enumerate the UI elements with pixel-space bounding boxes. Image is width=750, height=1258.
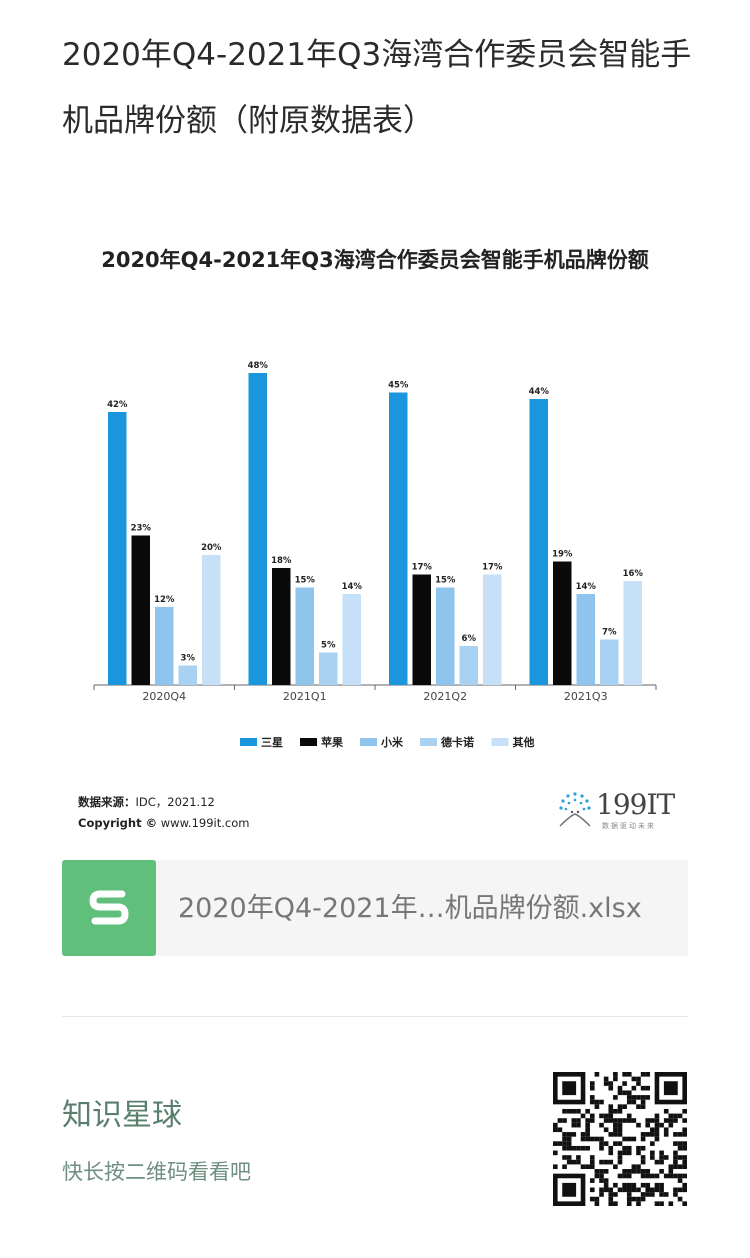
page-title: 2020年Q4-2021年Q3海湾合作委员会智能手机品牌份额（附原数据表） (62, 37, 692, 139)
x-tick-label: 2021Q1 (283, 690, 327, 703)
footer-title: 知识星球 (62, 1098, 182, 1133)
data-label: 48% (248, 361, 269, 371)
bar-德卡诺 (178, 665, 197, 685)
bar-小米 (436, 587, 455, 685)
legend-label-小米: 小米 (380, 735, 404, 749)
copyright-value: www.199it.com (160, 816, 250, 830)
data-label: 6% (462, 634, 477, 644)
brand-logo: 199IT 数据驱动未来 (552, 786, 692, 836)
bar-三星 (248, 373, 267, 685)
data-label: 20% (201, 543, 222, 553)
bar-其他 (202, 555, 221, 685)
brand-subtitle: 数据驱动未来 (602, 822, 656, 830)
divider (62, 1016, 688, 1017)
x-tick-label: 2021Q3 (564, 690, 608, 703)
copyright-label: Copyright © (78, 816, 158, 830)
bar-三星 (389, 392, 408, 685)
data-label: 15% (435, 576, 456, 586)
bar-chart: 2020Q442%23%12%3%20%2021Q148%18%15%5%14%… (93, 361, 657, 749)
data-label: 42% (107, 400, 128, 410)
data-label: 5% (321, 641, 336, 651)
legend-swatch-其他 (491, 738, 509, 746)
data-label: 3% (181, 654, 196, 664)
data-label: 45% (388, 381, 409, 391)
qr-code-icon[interactable] (553, 1072, 687, 1206)
bar-其他 (342, 594, 361, 685)
legend-swatch-苹果 (300, 738, 317, 746)
data-label: 19% (552, 550, 573, 560)
brand-name: 199IT (596, 788, 675, 821)
bar-苹果 (131, 535, 150, 685)
data-label: 17% (482, 563, 503, 573)
chart-title: 2020年Q4-2021年Q3海湾合作委员会智能手机品牌份额 (101, 248, 649, 272)
spreadsheet-s-icon (62, 860, 156, 956)
bar-三星 (108, 412, 127, 685)
bar-苹果 (553, 561, 572, 685)
file-name: 2020年Q4-2021年…机品牌份额.xlsx (178, 893, 642, 924)
bar-德卡诺 (459, 646, 478, 685)
legend-label-其他: 其他 (513, 735, 535, 749)
bar-三星 (529, 399, 548, 685)
data-label: 17% (412, 563, 433, 573)
dandelion-logo-icon (559, 792, 591, 827)
bar-小米 (295, 587, 314, 685)
x-tick-label: 2021Q2 (423, 690, 467, 703)
data-label: 15% (295, 576, 316, 586)
bar-德卡诺 (319, 652, 338, 685)
legend-swatch-三星 (240, 738, 257, 746)
bar-苹果 (272, 568, 291, 685)
bar-其他 (483, 574, 502, 685)
data-label: 7% (602, 628, 617, 638)
footer-subtitle: 快长按二维码看看吧 (62, 1160, 251, 1184)
legend-label-三星: 三星 (261, 736, 283, 749)
data-label: 44% (529, 387, 550, 397)
data-label: 14% (576, 582, 597, 592)
chart-card: 2020Q4 42% 23% 12% 3% 20% 2021Q1 48% 18% 15% 5% 14%… (62, 230, 688, 850)
legend-label-德卡诺: 德卡诺 (440, 735, 474, 749)
bar-小米 (576, 594, 595, 685)
data-label: 18% (271, 556, 292, 566)
data-label: 23% (131, 524, 152, 534)
bar-小米 (155, 607, 174, 685)
source-label: 数据来源： (78, 795, 136, 809)
data-label: 12% (154, 595, 175, 605)
legend-swatch-德卡诺 (420, 738, 437, 746)
x-tick-label: 2020Q4 (142, 690, 186, 703)
data-label: 14% (342, 582, 363, 592)
source-value: IDC，2021.12 (135, 795, 215, 809)
bar-德卡诺 (600, 639, 619, 685)
bar-其他 (623, 581, 642, 685)
data-label: 16% (623, 569, 644, 579)
legend-label-苹果: 苹果 (321, 735, 343, 749)
legend-swatch-小米 (360, 738, 377, 746)
bar-苹果 (412, 574, 431, 685)
file-attachment[interactable]: 2020年Q4-2021年…机品牌份额.xlsx (62, 860, 688, 956)
source-block: 数据来源：IDC，2021.12 Copyright © www.199it.c… (78, 792, 249, 834)
